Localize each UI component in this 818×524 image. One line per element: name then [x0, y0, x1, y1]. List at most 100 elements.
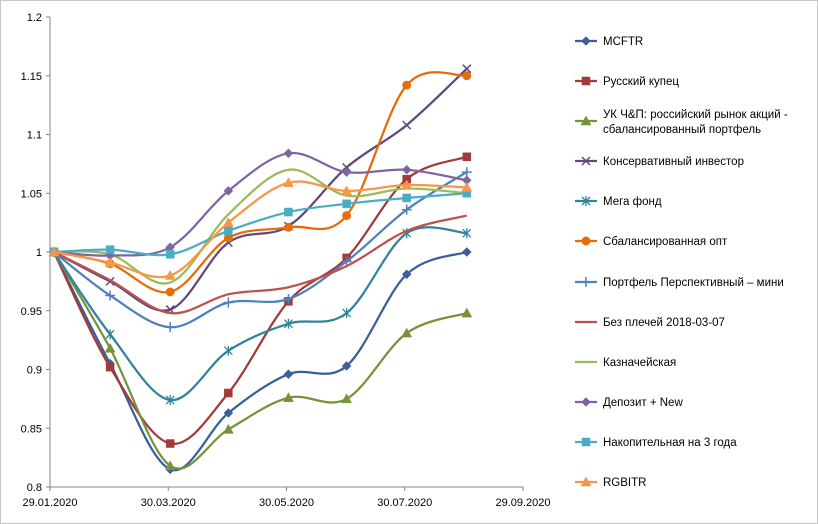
legend-item: Русский купец — [575, 76, 679, 88]
series-line — [53, 168, 467, 285]
plot-series — [48, 64, 473, 475]
legend-marker — [581, 36, 591, 46]
series-8 — [53, 168, 467, 285]
data-point — [283, 294, 294, 304]
data-point — [165, 250, 175, 259]
data-point — [341, 393, 353, 404]
data-point — [401, 327, 413, 338]
legend-item: MCFTR — [575, 36, 643, 48]
data-point — [462, 64, 472, 74]
series-9 — [49, 148, 472, 261]
legend-item: Депозит + New — [575, 397, 683, 409]
data-point — [462, 228, 472, 239]
legend-label: RGBITR — [603, 477, 646, 489]
data-point — [164, 460, 176, 471]
legend-label: Консервативный инвестор — [603, 156, 744, 168]
y-tick-label: 1.05 — [21, 188, 42, 200]
data-point — [401, 269, 412, 280]
legend-item: RGBITR — [575, 476, 646, 489]
x-tick-label: 29.09.2020 — [495, 497, 550, 509]
data-point — [223, 297, 234, 308]
data-point — [402, 120, 412, 130]
series-line — [53, 180, 467, 279]
legend-label: MCFTR — [603, 36, 643, 48]
x-tick-label: 29.01.2020 — [22, 497, 77, 509]
series-line — [53, 192, 467, 257]
legend-marker — [581, 236, 591, 246]
x-tick-label: 30.05.2020 — [259, 497, 314, 509]
data-point — [462, 152, 472, 162]
data-point — [165, 322, 176, 333]
data-point — [401, 164, 412, 175]
data-point — [165, 439, 175, 448]
series-line — [53, 151, 467, 257]
data-point — [342, 211, 352, 221]
data-point — [223, 345, 233, 356]
data-point — [164, 269, 176, 280]
legend-item: Консервативный инвестор — [575, 156, 744, 168]
data-point — [283, 177, 294, 187]
data-point — [222, 217, 234, 227]
data-point — [342, 199, 351, 209]
data-point — [224, 226, 233, 236]
data-point — [283, 392, 294, 402]
data-point — [284, 207, 293, 217]
legend-marker — [581, 76, 591, 86]
data-point — [461, 307, 473, 318]
legend-label: Казначейская — [603, 357, 676, 369]
y-tick-label: 0.8 — [27, 482, 42, 494]
data-point — [105, 329, 115, 340]
series-line — [53, 71, 467, 294]
legend-label: Сбалансированная опт — [603, 236, 728, 248]
y-tick-label: 0.95 — [21, 306, 42, 318]
series-10 — [49, 189, 472, 259]
y-tick-label: 1 — [36, 247, 42, 259]
legend-item: Накопительная на 3 года — [575, 437, 737, 449]
data-point — [401, 204, 412, 215]
data-point — [224, 388, 233, 398]
data-point — [165, 287, 175, 297]
data-point — [223, 186, 234, 196]
data-point — [341, 361, 352, 371]
legend-item: УК Ч&П: российский рынок акций - сбаланси… — [575, 109, 788, 136]
legend-item: Казначейская — [575, 357, 676, 369]
data-point — [283, 369, 294, 380]
legend-marker — [581, 437, 591, 447]
marker-stroke — [462, 64, 472, 74]
data-point — [462, 71, 472, 81]
data-point — [104, 257, 116, 267]
data-point — [341, 256, 352, 267]
y-tick-label: 0.85 — [21, 423, 42, 435]
legend-label: Русский купец — [603, 76, 679, 88]
data-point — [283, 318, 293, 329]
series-line — [53, 214, 468, 315]
data-point — [461, 247, 472, 257]
data-point — [283, 148, 294, 159]
legend-label-line: УК Ч&П: российский рынок акций - — [603, 109, 788, 121]
legend-label: Без плечей 2018-03-07 — [603, 317, 725, 329]
data-point — [461, 167, 472, 178]
data-point — [105, 290, 116, 301]
series-2 — [48, 246, 473, 471]
data-point — [222, 423, 234, 434]
legend-marker — [581, 196, 591, 206]
y-tick-label: 1.2 — [27, 12, 42, 24]
legend-marker — [581, 156, 591, 166]
marker-stroke — [402, 120, 412, 130]
x-tick-label: 30.07.2020 — [377, 497, 432, 509]
legend: MCFTR Русский купец УК Ч&П: российский рын… — [575, 36, 788, 489]
y-tick-label: 1.1 — [27, 130, 42, 142]
legend-marker — [581, 277, 591, 287]
data-point — [402, 80, 412, 90]
series-line — [53, 171, 468, 329]
legend-marker — [580, 115, 592, 126]
legend-item: Без плечей 2018-03-07 — [575, 317, 725, 329]
data-point — [105, 362, 115, 372]
data-point — [48, 246, 60, 257]
legend-label-line: сбалансированный портфель — [603, 124, 761, 136]
data-point — [401, 179, 413, 190]
legend-label: УК Ч&П: российский рынок акций - сбаланси… — [603, 109, 788, 136]
data-point — [104, 342, 116, 353]
data-point — [165, 395, 175, 406]
